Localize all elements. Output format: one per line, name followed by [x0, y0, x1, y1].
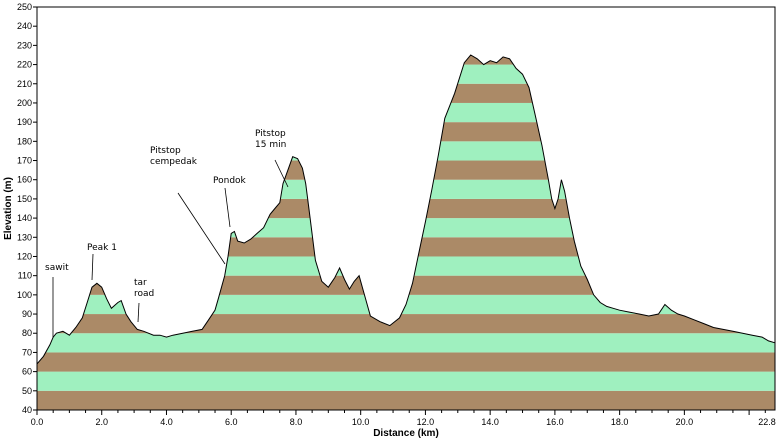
annotation-label: road [134, 289, 154, 299]
elevation-band [37, 390, 775, 410]
y-tick-label: 180 [17, 136, 32, 146]
x-tick-label: 8.0 [290, 417, 303, 427]
x-tick-label: 4.0 [160, 417, 173, 427]
y-tick-label: 230 [17, 40, 32, 50]
annotation-label: cempedak [150, 157, 198, 167]
annotation-label: Pitstop [150, 146, 181, 156]
y-tick-label: 40 [22, 405, 32, 415]
annotation-leader [224, 187, 231, 228]
y-tick-label: 60 [22, 367, 32, 377]
y-tick-label: 130 [17, 232, 32, 242]
y-tick-label: 160 [17, 175, 32, 185]
profile-layer [36, 54, 776, 365]
x-tick-label: 12.0 [417, 417, 435, 427]
y-tick-label: 140 [17, 213, 32, 223]
y-tick-label: 170 [17, 156, 32, 166]
y-tick-label: 200 [17, 98, 32, 108]
annotation-label: Pondok [213, 176, 247, 186]
annotation-leader [177, 192, 226, 265]
annotation-leader [274, 159, 289, 188]
y-tick-label: 100 [17, 290, 32, 300]
y-tick-label: 220 [17, 60, 32, 70]
elevation-band [37, 371, 775, 391]
x-tick-label: 2.0 [95, 417, 108, 427]
y-axis: 40 50 60 70 80 90 100 110 120 130 140 150 160 170 180 1… [17, 2, 37, 415]
y-tick-label: 150 [17, 194, 32, 204]
annotation-leader [137, 302, 140, 323]
annotation-label: 15 min [255, 140, 286, 150]
annotation-label: Pitstop [255, 129, 286, 139]
x-tick-label: 22.8 [758, 417, 776, 427]
annotation-label: Peak 1 [87, 243, 117, 253]
y-tick-label: 70 [22, 347, 32, 357]
elevation-band [37, 333, 775, 353]
y-tick-label: 90 [22, 309, 32, 319]
elevation-line [36, 54, 776, 365]
elevation-band [37, 314, 775, 334]
y-tick-label: 210 [17, 79, 32, 89]
y-tick-label: 240 [17, 21, 32, 31]
x-axis-title: Distance (km) [373, 428, 439, 438]
plot-frame [36, 6, 776, 411]
annotation-label: sawit [45, 263, 69, 273]
x-tick-label: 6.0 [225, 417, 238, 427]
y-tick-label: 250 [17, 2, 32, 12]
x-tick-label: 0.0 [31, 417, 44, 427]
y-tick-label: 80 [22, 328, 32, 338]
x-tick-label: 16.0 [546, 417, 564, 427]
y-tick-label: 120 [17, 251, 32, 261]
x-axis: 0.0 2.0 4.0 6.0 8.0 10.0 12.0 14.0 16.0 18.0 20.0 2… [31, 410, 776, 427]
x-tick-label: 14.0 [481, 417, 499, 427]
x-tick-label: 20.0 [676, 417, 694, 427]
y-tick-label: 50 [22, 386, 32, 396]
elevation-band [37, 352, 775, 372]
x-tick-label: 10.0 [352, 417, 370, 427]
y-tick-label: 190 [17, 117, 32, 127]
annotation-label: tar [134, 278, 147, 288]
x-tick-label: 18.0 [611, 417, 629, 427]
annotation-leader [91, 253, 94, 281]
y-tick-label: 110 [18, 271, 32, 281]
y-axis-title: Elevation (m) [3, 177, 14, 240]
